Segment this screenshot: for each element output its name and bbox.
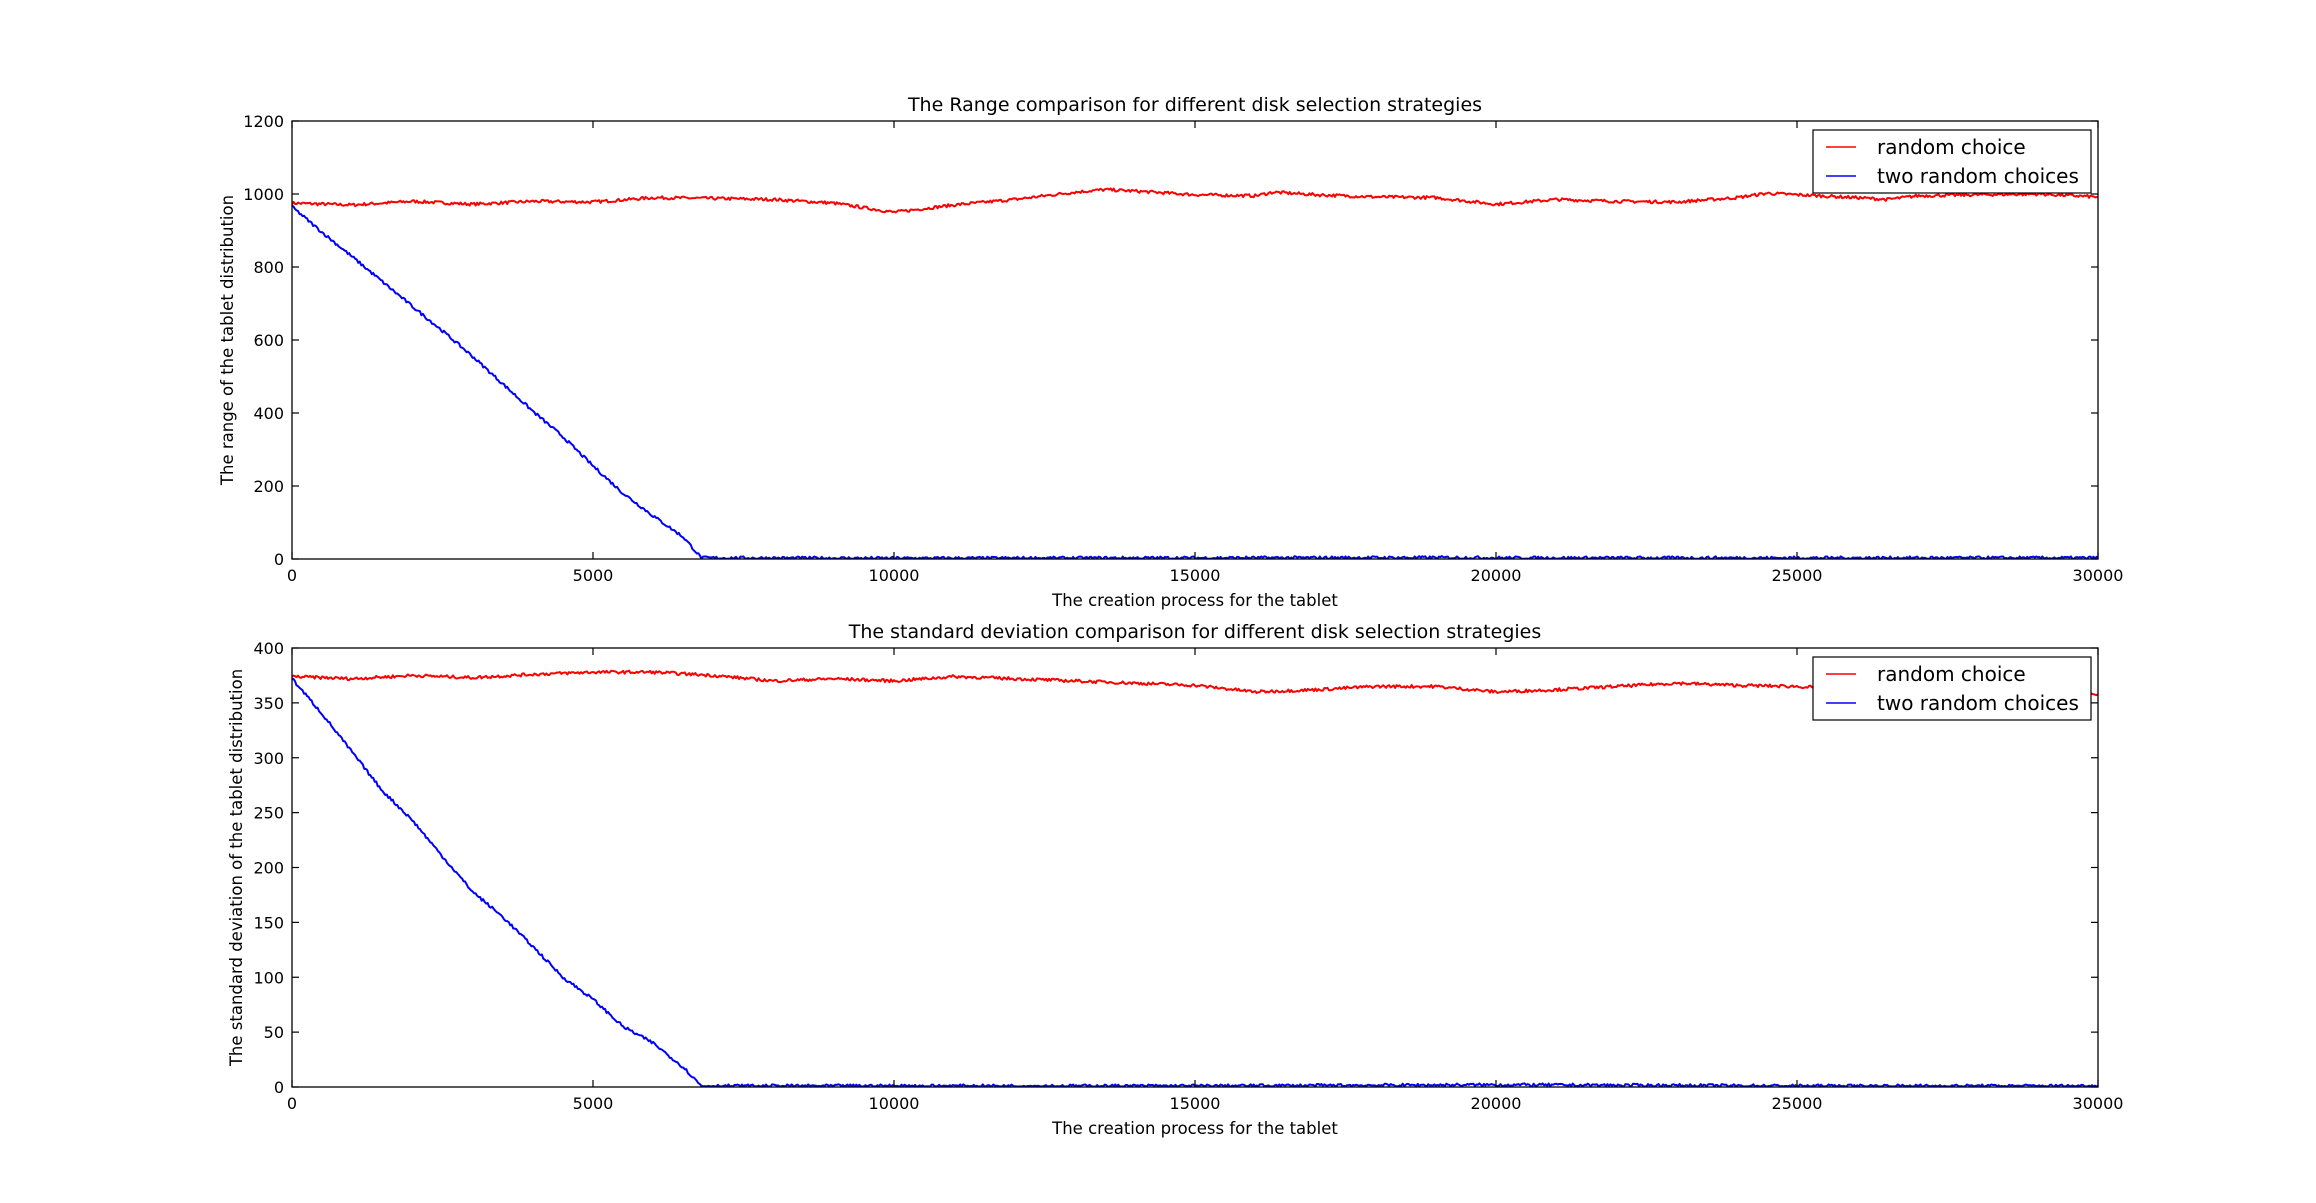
x-tick-label: 25000: [1772, 1094, 1823, 1113]
x-tick-label: 15000: [1170, 566, 1221, 585]
x-tick-label: 5000: [573, 566, 614, 585]
chart-2: The standard deviation comparison for di…: [227, 621, 2123, 1138]
y-tick-label: 0: [274, 550, 284, 569]
y-tick-label: 800: [253, 258, 284, 277]
series-line-1: [292, 669, 2098, 697]
chart-title: The Range comparison for different disk …: [907, 94, 1482, 116]
x-tick-label: 15000: [1170, 1094, 1221, 1113]
x-tick-label: 10000: [869, 566, 920, 585]
legend-entry: random choice: [1877, 135, 2026, 159]
y-tick-label: 150: [253, 913, 284, 932]
y-tick-label: 0: [274, 1078, 284, 1097]
legend-entry: two random choices: [1877, 691, 2079, 715]
legend: random choice two random choices: [1812, 129, 2092, 194]
y-tick-label: 200: [253, 477, 284, 496]
series-group: [292, 187, 2098, 559]
legend-entry: random choice: [1877, 662, 2026, 686]
y-tick-label: 200: [253, 859, 284, 878]
x-tick-label: 30000: [2073, 566, 2124, 585]
y-tick-label: 1000: [243, 185, 284, 204]
x-tick-label: 25000: [1772, 566, 1823, 585]
y-tick-label: 400: [253, 639, 284, 658]
y-tick-label: 250: [253, 804, 284, 823]
y-tick-label: 300: [253, 749, 284, 768]
series-line-1: [292, 187, 2098, 214]
x-tick-label: 20000: [1471, 1094, 1522, 1113]
chart-1: The Range comparison for different disk …: [218, 94, 2123, 610]
x-tick-label: 10000: [869, 1094, 920, 1113]
legend-entry: two random choices: [1877, 164, 2079, 188]
x-tick-label: 0: [287, 1094, 297, 1113]
chart-title: The standard deviation comparison for di…: [848, 621, 1542, 643]
series-line-2: [292, 204, 2098, 559]
y-tick-label: 350: [253, 694, 284, 713]
y-tick-label: 600: [253, 331, 284, 350]
x-tick-label: 0: [287, 566, 297, 585]
y-tick-label: 100: [253, 968, 284, 987]
y-tick-label: 1200: [243, 112, 284, 131]
legend-box: [1812, 129, 2092, 194]
legend-box: [1812, 656, 2092, 721]
x-axis-label: The creation process for the tablet: [1051, 591, 1338, 610]
x-tick-label: 20000: [1471, 566, 1522, 585]
y-axis-label: The range of the tablet distribution: [218, 195, 237, 486]
y-axis-label: The standard deviation of the tablet dis…: [227, 669, 246, 1067]
series-line-2: [292, 678, 2098, 1087]
x-tick-label: 30000: [2073, 1094, 2124, 1113]
x-tick-label: 5000: [573, 1094, 614, 1113]
x-axis-label: The creation process for the tablet: [1051, 1119, 1338, 1138]
y-tick-label: 400: [253, 404, 284, 423]
series-group: [292, 669, 2098, 1087]
y-tick-label: 50: [264, 1023, 284, 1042]
legend: random choice two random choices: [1812, 656, 2092, 721]
